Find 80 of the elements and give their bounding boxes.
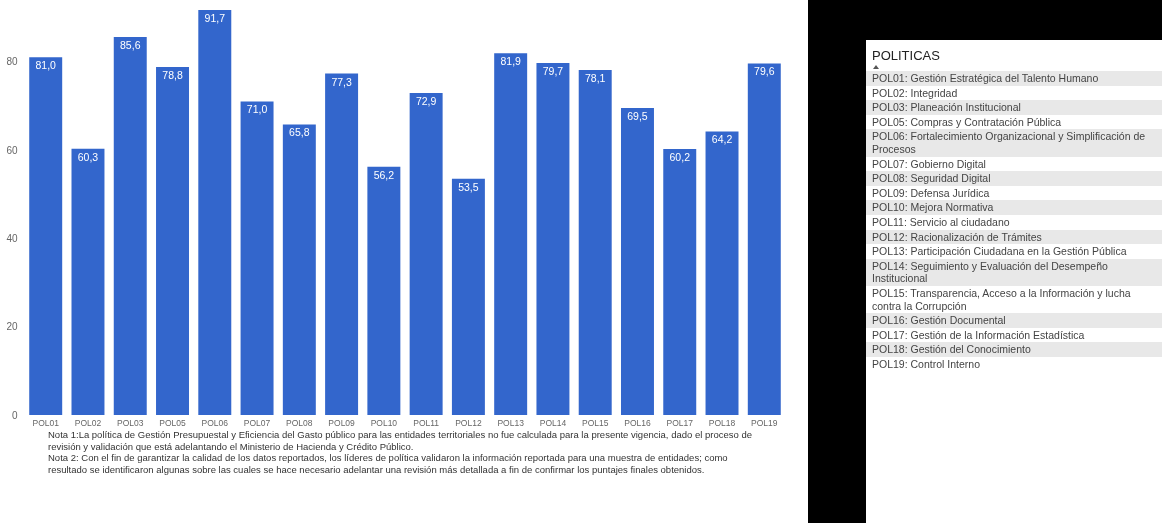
x-tick-label: POL11 [413, 417, 440, 428]
data-label: 65,8 [289, 126, 310, 139]
text: POL03: Planeación Institucional [866, 100, 1162, 115]
bar [240, 101, 274, 415]
bar [705, 131, 739, 415]
bar [71, 148, 105, 415]
text: Nota 1:La política de Gestión Presupuestal y Eficiencia del Gasto público para las entidades territoriales no fue calculada para la presente vigencia, dado el proceso de revisión y validación que está adelantando el Ministerio de Hacienda y Crédito Público. [48, 429, 753, 452]
bar [409, 93, 443, 415]
bar [282, 124, 316, 415]
y-tick-label: 80 [6, 56, 18, 68]
x-tick-label: POL01 [32, 417, 60, 428]
x-tick-label: POL18 [708, 417, 736, 428]
data-label: 81,9 [500, 55, 522, 68]
text: POL14: Seguimiento y Evaluación del Desempeño Institucional [866, 258, 1162, 286]
data-label: 64,2 [711, 133, 733, 146]
text: POL05: Compras y Contratación Pública [871, 114, 1063, 130]
y-tick-label: 60 [6, 144, 18, 156]
x-tick-label: POL14 [539, 417, 567, 428]
bar [578, 70, 612, 415]
bar [325, 73, 359, 415]
bar [494, 53, 528, 415]
bar [156, 66, 189, 415]
x-tick-label: POL16 [624, 417, 651, 428]
text: POL02: Integridad [871, 85, 959, 101]
data-label: 71,0 [246, 103, 268, 116]
x-tick-label: POL10 [370, 417, 398, 428]
text: POL09: Defensa Jurídica [871, 185, 991, 201]
text: POL07: Gobierno Digital [871, 156, 987, 172]
data-label: 60,2 [669, 151, 691, 164]
bar [113, 36, 147, 415]
bar [536, 63, 570, 415]
x-tick-label: POL06 [201, 417, 229, 428]
bar [198, 10, 232, 415]
text: POL08: Seguridad Digital [866, 171, 1162, 186]
x-tick-label: POL02 [74, 417, 102, 428]
x-tick-label: POL13 [497, 417, 525, 428]
text: POL01: Gestión Estratégica del Talento Humano [866, 71, 1162, 86]
x-tick-label: POL12 [455, 417, 482, 428]
text: POLITICAS [872, 48, 941, 63]
data-label: 69,5 [627, 110, 648, 123]
text: Nota 2: Con el fin de garantizar la calidad de los datos reportados, los líderes de política validaron la información reportada para una muestra de entidades; como resultado se identificaron algunas sobre las cuales se hace necesario adelantar una revisión más detallada a fin de confirmar los puntajes finales obtenidos. [48, 452, 729, 475]
text: POL10: Mejora Normativa [866, 200, 1162, 215]
y-tick-label: 20 [6, 321, 18, 333]
text: POL13: Participación Ciudadana en la Gestión Pública [871, 244, 1128, 259]
data-label: 56,2 [373, 168, 395, 181]
x-tick-label: POL05 [159, 417, 187, 428]
x-tick-label: POL08 [286, 417, 313, 428]
data-label: 79,7 [542, 65, 564, 77]
text: POL19: Control Interno [871, 356, 981, 372]
data-label: 91,7 [204, 12, 226, 24]
text: POL06: Fortalecimiento Organizacional y Simplificación de Procesos [866, 129, 1162, 157]
y-tick-label: 40 [6, 232, 18, 244]
data-label: 72,9 [415, 95, 437, 108]
data-label: 78,8 [162, 68, 183, 81]
text: POL15: Transparencia, Acceso a la Información y lucha contra la Corrupción [871, 285, 1132, 314]
text: POL16: Gestión Documental [866, 313, 1162, 328]
bar [663, 149, 697, 415]
data-label: 81,0 [35, 59, 57, 72]
x-tick-label: POL19 [751, 417, 778, 428]
x-tick-label: POL15 [581, 417, 609, 428]
x-tick-label: POL03 [117, 417, 144, 428]
bar [621, 108, 654, 415]
bar [367, 166, 401, 415]
bar [451, 178, 485, 415]
x-tick-label: POL07 [243, 417, 271, 428]
data-label: 60,3 [77, 150, 99, 163]
data-label: 79,6 [754, 65, 775, 78]
bar [747, 63, 781, 415]
data-label: 53,5 [458, 180, 479, 193]
y-tick-label: 0 [11, 409, 18, 421]
text: POL18: Gestión del Conocimiento [866, 342, 1162, 357]
data-label: 85,6 [120, 38, 141, 51]
text: POL17: Gestión de la Información Estadística [871, 327, 1086, 343]
text: POL11: Servicio al ciudadano [871, 214, 1011, 230]
data-label: 77,3 [331, 75, 352, 88]
data-label: 78,1 [584, 72, 606, 85]
x-tick-label: POL17 [666, 417, 694, 428]
text: POL12: Racionalización de Trámites [866, 229, 1162, 245]
x-tick-label: POL09 [328, 417, 356, 428]
bar [29, 57, 63, 415]
